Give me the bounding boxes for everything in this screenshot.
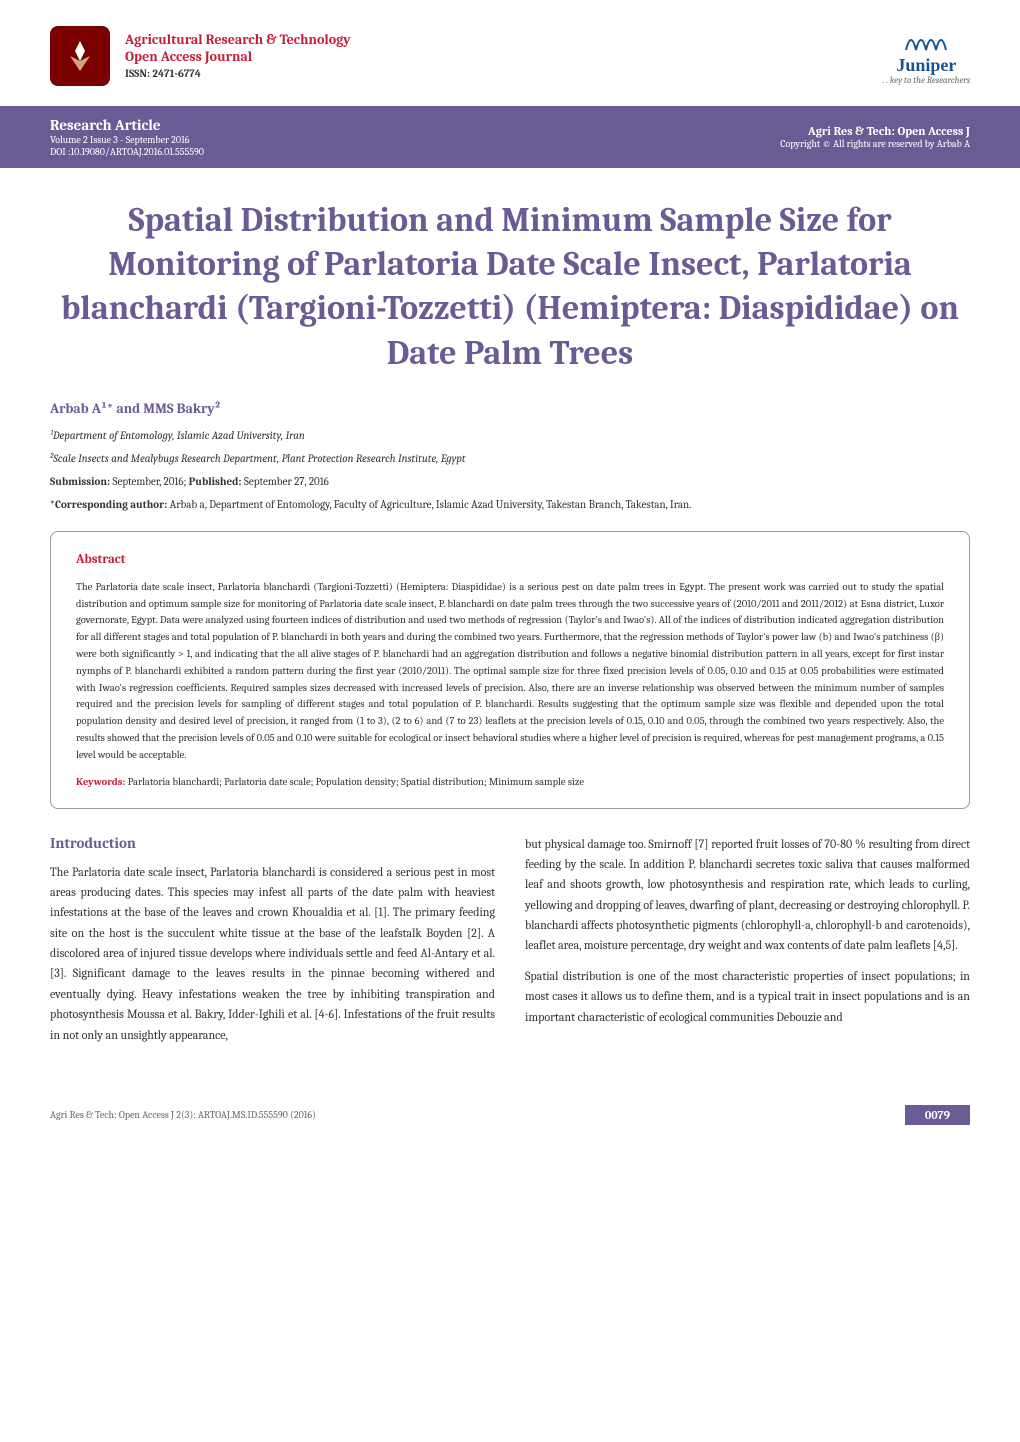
journal-subtitle: Open Access Journal	[125, 48, 351, 65]
page-number: 0079	[905, 1105, 970, 1125]
abstract-box: Abstract The Parlatoria date scale insec…	[50, 531, 970, 809]
affiliation-2: ²Scale Insects and Mealybugs Research De…	[50, 452, 970, 465]
publisher-icon	[883, 25, 970, 55]
keywords: Keywords: Parlatoria blanchardi; Parlato…	[76, 776, 944, 788]
corresponding-label: *Corresponding author:	[50, 498, 167, 511]
header-section: Agricultural Research & Technology Open …	[0, 0, 1020, 106]
journal-issn: ISSN: 2471-6774	[125, 67, 351, 80]
publisher-logo: Juniper . . key to the Researchers	[883, 25, 970, 86]
intro-para-2: but physical damage too. Smirnoff [7] re…	[525, 834, 970, 956]
intro-para-1: The Parlatoria date scale insect, Parlat…	[50, 862, 495, 1046]
footer-citation: Agri Res & Tech: Open Access J 2(3): ART…	[50, 1109, 316, 1121]
abstract-header: Abstract	[76, 552, 944, 567]
corresponding-author: *Corresponding author: Arbab a, Departme…	[50, 498, 970, 511]
journal-short: Agri Res & Tech: Open Access J	[780, 124, 970, 138]
left-column: Introduction The Parlatoria date scale i…	[50, 834, 495, 1056]
submission-label: Submission:	[50, 475, 110, 488]
submission: Submission: September, 2016; Published: …	[50, 475, 970, 488]
purple-bar: Research Article Volume 2 Issue 3 - Sept…	[0, 106, 1020, 168]
journal-title: Agricultural Research & Technology	[125, 31, 351, 48]
keywords-text: Parlatoria blanchardi; Parlatoria date s…	[125, 776, 584, 788]
abstract-text: The Parlatoria date scale insect, Parlat…	[76, 579, 944, 764]
volume-info: Volume 2 Issue 3 - September 2016	[50, 134, 204, 146]
publisher-name: Juniper	[883, 55, 970, 76]
intro-para-3: Spatial distribution is one of the most …	[525, 966, 970, 1027]
article-info: Research Article Volume 2 Issue 3 - Sept…	[50, 116, 204, 158]
copyright-info: Agri Res & Tech: Open Access J Copyright…	[780, 124, 970, 150]
publisher-tagline: . . key to the Researchers	[883, 76, 970, 86]
submission-date: September, 2016;	[110, 475, 189, 488]
authors-section: Arbab A¹* and MMS Bakry² ¹Department of …	[0, 400, 1020, 511]
right-column: but physical damage too. Smirnoff [7] re…	[525, 834, 970, 1056]
main-title: Spatial Distribution and Minimum Sample …	[0, 168, 1020, 400]
affiliation-1: ¹Department of Entomology, Islamic Azad …	[50, 429, 970, 442]
doi-info: DOI :10.19080/ARTOAJ.2016.01.555590	[50, 146, 204, 158]
content-section: Introduction The Parlatoria date scale i…	[0, 834, 1020, 1056]
keywords-label: Keywords:	[76, 776, 125, 788]
corresponding-text: Arbab a, Department of Entomology, Facul…	[167, 498, 691, 511]
journal-name: Agricultural Research & Technology Open …	[125, 31, 351, 80]
published-label: Published:	[189, 475, 242, 488]
copyright-text: Copyright © All rights are reserved by A…	[780, 138, 970, 150]
introduction-header: Introduction	[50, 834, 495, 852]
published-date: September 27, 2016	[242, 475, 329, 488]
journal-icon	[50, 26, 110, 86]
authors: Arbab A¹* and MMS Bakry²	[50, 400, 970, 417]
article-type: Research Article	[50, 116, 204, 134]
journal-logo: Agricultural Research & Technology Open …	[50, 26, 351, 86]
footer: Agri Res & Tech: Open Access J 2(3): ART…	[0, 1085, 1020, 1145]
